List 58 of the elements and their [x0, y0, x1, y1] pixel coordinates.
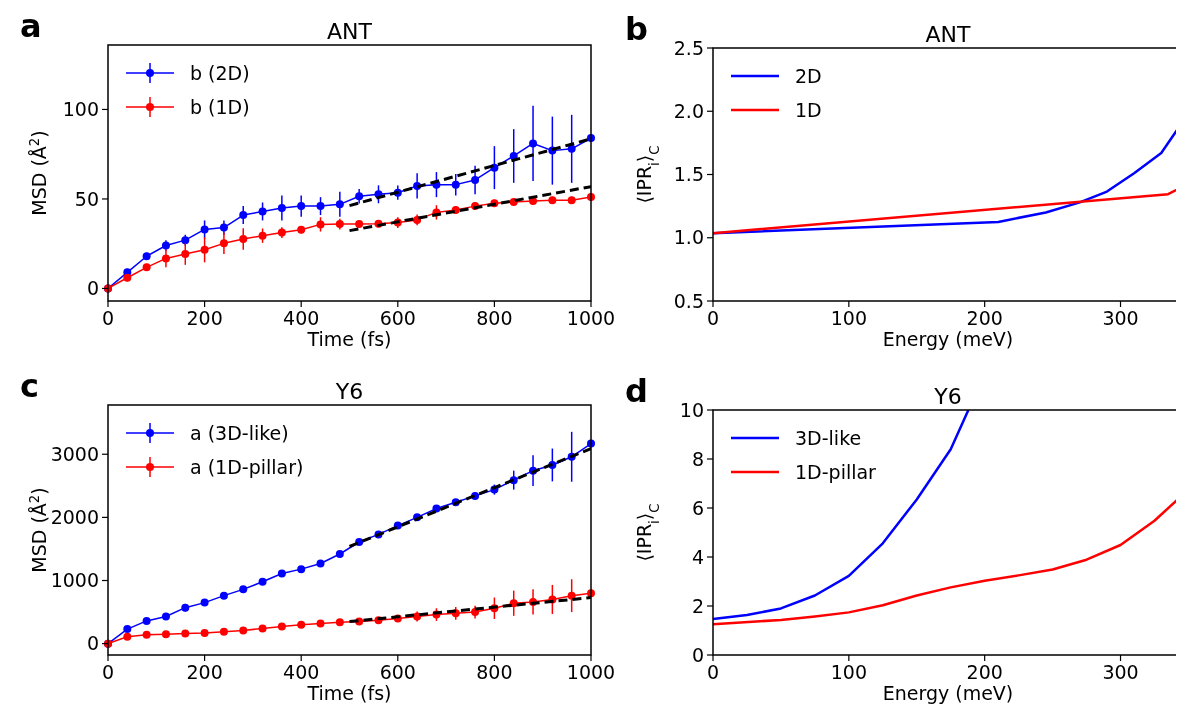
- y-tick-label: 100: [62, 98, 99, 121]
- x-tick-label: 100: [830, 661, 867, 683]
- text: a: [20, 7, 42, 45]
- x-axis-title: Energy (meV): [882, 328, 1014, 350]
- y-tick-label: 3000: [50, 442, 99, 465]
- legend-label: 1D: [795, 98, 822, 121]
- legend-label: 2D: [795, 64, 822, 87]
- x-axis-title: Time (fs): [306, 682, 392, 704]
- text: b: [625, 10, 648, 48]
- chart-title: ANT: [925, 22, 972, 47]
- legend-label: 3D-like: [795, 426, 862, 449]
- chart-title: ANT: [327, 19, 373, 44]
- x-tick-label: 600: [379, 307, 416, 329]
- x-axis-title: Energy (meV): [882, 682, 1014, 704]
- y-tick-label: 4: [691, 545, 704, 568]
- y-tick-label: 0: [691, 643, 704, 666]
- legend-label: a (3D-like): [190, 421, 289, 444]
- chart-title: Y6: [334, 379, 364, 404]
- x-tick-label: 100: [830, 307, 867, 329]
- text: c: [20, 367, 39, 405]
- x-axis-title: Time (fs): [306, 328, 392, 350]
- x-tick-label: 300: [1102, 661, 1139, 683]
- x-tick-label: 0: [101, 661, 115, 683]
- x-tick-label: 300: [1102, 307, 1139, 329]
- legend-label: b (2D): [190, 61, 250, 84]
- chart-title: Y6: [933, 384, 962, 409]
- x-tick-label: 0: [101, 307, 115, 329]
- y-tick-label: 10: [679, 398, 704, 421]
- x-tick-label: 800: [476, 307, 513, 329]
- x-tick-label: 200: [186, 661, 223, 683]
- y-tick-label: 1.0: [673, 226, 704, 249]
- x-tick-label: 400: [283, 307, 320, 329]
- y-tick-label: 0.5: [673, 289, 704, 312]
- y-tick-label: 1.5: [673, 163, 704, 186]
- y-tick-label: 0: [86, 277, 99, 300]
- legend-label: b (1D): [190, 95, 250, 118]
- x-tick-label: 200: [966, 661, 1003, 683]
- x-tick-label: 0: [706, 307, 720, 329]
- text: d: [625, 372, 648, 410]
- y-tick-label: 6: [691, 496, 704, 519]
- y-tick-label: 1000: [50, 569, 99, 592]
- x-tick-label: 400: [283, 661, 320, 683]
- x-tick-label: 1000: [566, 661, 616, 683]
- x-tick-label: 0: [706, 661, 720, 683]
- x-tick-label: 200: [186, 307, 223, 329]
- y-tick-label: 2: [691, 594, 704, 617]
- x-tick-label: 800: [476, 661, 513, 683]
- x-tick-label: 200: [966, 307, 1003, 329]
- legend-label: 1D-pillar: [795, 460, 877, 483]
- y-tick-label: 2.5: [673, 36, 704, 59]
- x-tick-label: 1000: [566, 307, 616, 329]
- y-tick-label: 2000: [50, 506, 99, 529]
- y-tick-label: 50: [74, 187, 99, 210]
- y-tick-label: 2.0: [673, 99, 704, 122]
- y-tick-label: 8: [691, 447, 704, 470]
- legend-label: a (1D-pillar): [190, 455, 304, 478]
- x-tick-label: 600: [379, 661, 416, 683]
- y-tick-label: 0: [86, 632, 99, 655]
